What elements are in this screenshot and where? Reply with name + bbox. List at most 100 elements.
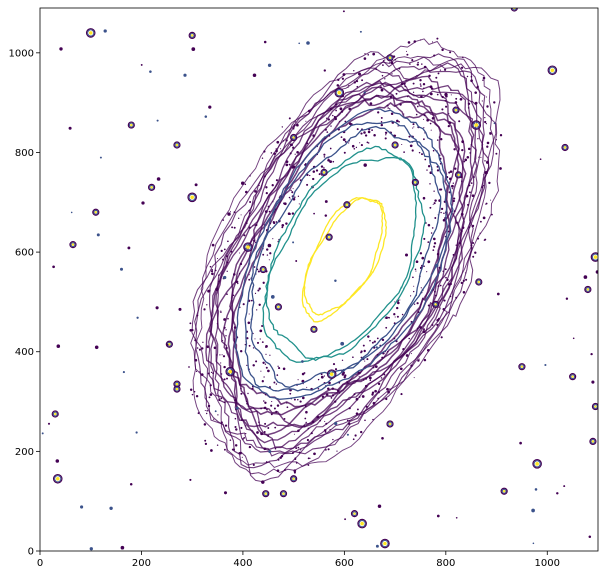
contour-speckle	[432, 237, 436, 241]
contour-speckle	[355, 146, 358, 149]
contour-speckle	[260, 370, 262, 372]
contour-speckle	[364, 99, 367, 101]
contour-speckle	[243, 234, 246, 237]
contour-speckle	[355, 412, 359, 415]
contour-speckle	[470, 247, 473, 249]
point-source-core	[175, 387, 179, 391]
contour-speckle	[476, 237, 480, 240]
contour-speckle	[380, 123, 383, 127]
contour-speckle	[429, 122, 432, 125]
contour-speckle	[369, 339, 371, 342]
faint-source	[99, 156, 102, 159]
faint-source	[324, 200, 328, 203]
point-source	[259, 265, 267, 274]
contour-speckle	[263, 150, 266, 153]
contour-speckle	[427, 304, 430, 307]
contour-speckle	[188, 366, 190, 368]
contour-speckle	[286, 402, 288, 404]
contour-speckle	[429, 92, 433, 96]
contour-speckle	[438, 136, 441, 138]
faint-source	[455, 97, 458, 100]
contour-speckle	[455, 221, 459, 224]
contour-speckle	[438, 266, 441, 269]
point-source	[454, 171, 463, 179]
contour-speckle	[367, 53, 370, 56]
contour-speckle	[346, 419, 349, 422]
contour-speckle	[360, 430, 363, 434]
contour-speckle	[393, 70, 395, 72]
contour-speckle	[484, 116, 486, 119]
contour-speckle	[248, 313, 250, 315]
faint-source	[156, 177, 161, 181]
contour-speckle	[416, 75, 418, 77]
faint-source	[358, 396, 361, 398]
faint-source	[436, 514, 440, 518]
contour-speckle	[240, 418, 243, 422]
contour-speckle	[416, 63, 419, 66]
point-source-core	[586, 288, 590, 291]
contour-speckle	[253, 266, 256, 268]
contour-speckle	[347, 422, 351, 425]
contour-speckle	[196, 347, 199, 349]
point-source-inner	[93, 209, 99, 215]
contour-speckle	[223, 448, 226, 451]
contour-speckle	[202, 341, 204, 343]
contour-speckle	[327, 118, 331, 121]
contour-speckle	[431, 324, 434, 326]
point-source-inner	[412, 179, 418, 185]
contour-speckle	[436, 139, 439, 141]
contour-speckle	[445, 276, 447, 279]
contour-speckle	[286, 406, 289, 409]
faint-source	[359, 30, 362, 33]
y-tick-label: 200	[15, 447, 34, 458]
contour-speckle	[289, 392, 292, 395]
contour-speckle	[436, 252, 440, 256]
contour-speckle	[423, 127, 425, 129]
faint-source	[191, 47, 196, 51]
contour-speckle	[433, 242, 437, 245]
contour-speckle	[367, 335, 370, 338]
contour-speckle	[405, 354, 409, 357]
contour-speckle	[466, 156, 470, 159]
contour-speckle	[371, 391, 375, 394]
contour-speckle	[250, 299, 253, 302]
contour-speckle	[259, 329, 263, 333]
contour-speckle	[318, 173, 321, 176]
contour-speckle	[285, 222, 288, 225]
point-source-core	[360, 521, 364, 526]
contour-speckle	[377, 391, 380, 394]
contour-speckle	[246, 402, 248, 405]
contour-speckle	[462, 291, 466, 294]
contour-speckle	[296, 123, 299, 127]
contour-speckle	[398, 67, 401, 70]
faint-source	[55, 459, 60, 463]
point-source	[173, 385, 181, 393]
faint-source	[539, 158, 542, 161]
contour-speckle	[248, 274, 250, 276]
contour-speckle	[391, 73, 393, 75]
faint-source	[240, 181, 245, 185]
contour-speckle	[393, 134, 397, 137]
faint-source	[120, 545, 125, 550]
contour-speckle	[249, 175, 251, 177]
contour-speckle	[255, 223, 258, 227]
point-source	[320, 168, 328, 176]
contour-speckle	[413, 126, 415, 128]
contour-speckle	[307, 464, 310, 466]
contour-speckle	[256, 341, 260, 344]
contour-speckle	[470, 244, 473, 247]
contour-speckle	[224, 424, 228, 427]
faint-source	[544, 363, 547, 367]
contour-speckle	[371, 341, 374, 344]
contour-speckle	[415, 270, 417, 272]
faint-source	[204, 115, 208, 118]
axes-frame	[39, 7, 599, 552]
contour-speckle	[281, 126, 283, 128]
contour-speckle	[394, 301, 396, 303]
contour-speckle	[271, 401, 273, 403]
point-source	[52, 473, 63, 484]
point-source-inner	[149, 184, 155, 190]
point-source-inner	[548, 66, 556, 74]
contour-speckle	[396, 315, 399, 318]
contour-speckle	[387, 107, 389, 109]
